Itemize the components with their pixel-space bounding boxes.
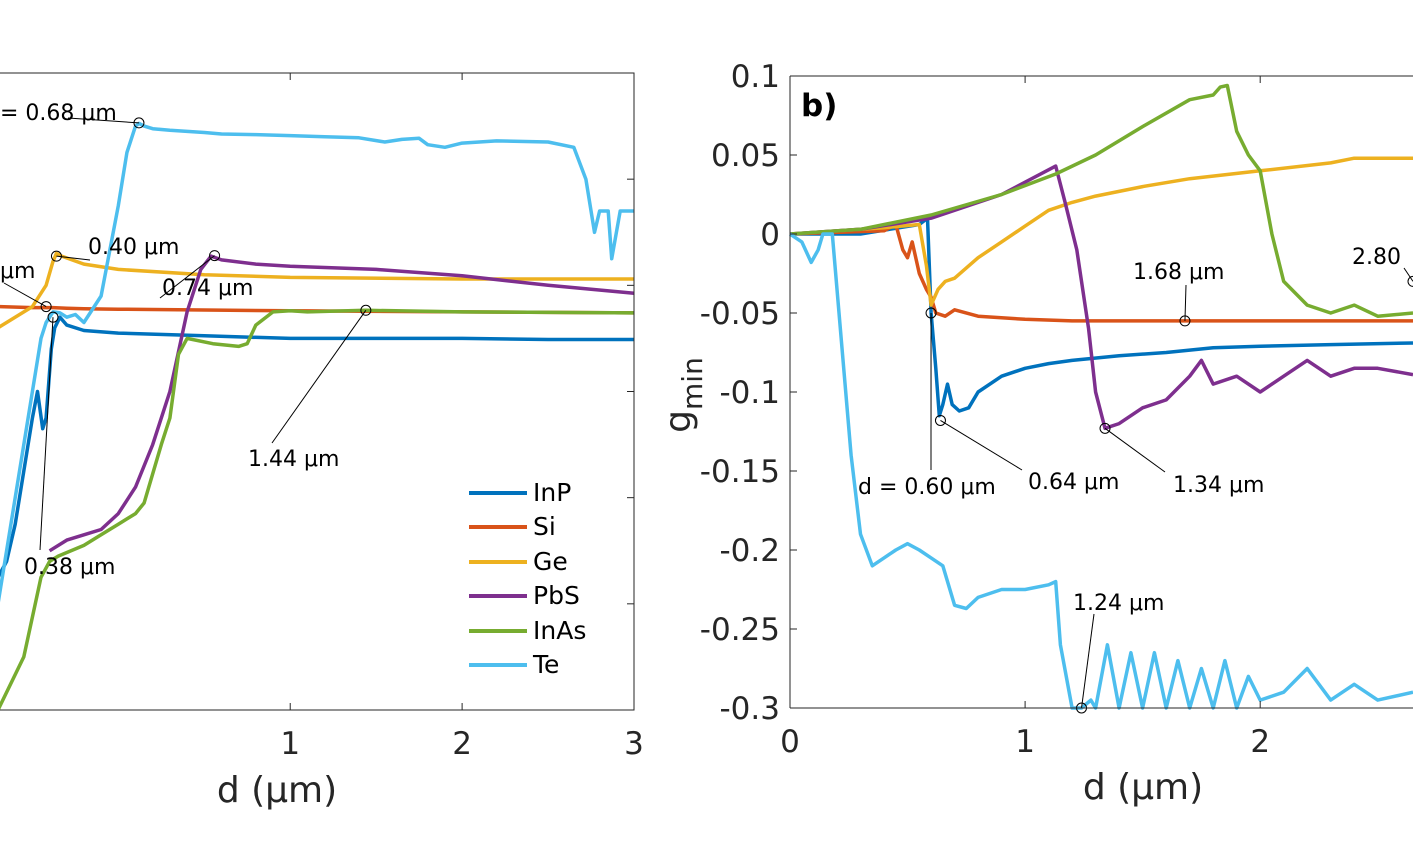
panel-a-annotation-marker-3 (40, 301, 52, 313)
panel-b-annotation-leader-5 (1403, 267, 1413, 282)
legend-label-inas: InAs (533, 616, 586, 645)
panel-a-series-pbs (48, 254, 635, 553)
panel-a-annotation-label-2: 0.40 μm (88, 235, 179, 260)
panel-a-x-tick-label-2: 2 (452, 726, 472, 762)
panel-a-series-ge (0, 251, 634, 329)
panel-a-annotation-leader-6 (39, 317, 54, 551)
panel-b-annotation-leader-4 (1184, 284, 1187, 321)
panel-b-annotation-label-4: 1.68 μm (1133, 260, 1224, 285)
panel-b-x-tick-label-1: 1 (1015, 724, 1035, 760)
panel-a-annotation-label-4: 0.74 μm (162, 276, 253, 301)
panel-b-y-label-main: gmin (658, 357, 709, 433)
legend-label-inp: InP (533, 478, 571, 507)
panel-b-annotation-label-3: 1.34 μm (1173, 473, 1264, 498)
panel-b-annotation-label-5: 2.80 (1352, 245, 1401, 270)
panel-a-annotation-leader-5 (271, 309, 367, 444)
legend-label-si: Si (533, 512, 556, 541)
panel-a-annotation-marker-5 (360, 304, 372, 316)
panel-a-annotation-marker-4 (209, 250, 221, 262)
panel-b-annotation-leader-3 (1104, 427, 1166, 473)
panel-b-y-tick-label-5: -0.1 (720, 375, 781, 411)
panel-a-annotation-label-3: μm (0, 259, 35, 284)
panel-b-annotation-marker-4 (1179, 315, 1191, 327)
panel-b: d = 0.60 μm 0.64 μm 1.34 μm 1.68 μm 2.80 1.24… (658, 59, 1413, 808)
panel-b-annotation-leader-2 (940, 420, 1023, 471)
panel-b-series-te (789, 232, 1413, 710)
legend: InP Si Ge PbS InAs Te (469, 478, 586, 679)
panel-a-annotation-label-5: 1.44 μm (248, 447, 339, 472)
panel-a-annotation-marker-6 (47, 311, 59, 323)
panel-b-annotation-label-1: d = 0.60 μm (858, 475, 996, 500)
panel-a-annotation-label-1: = 0.68 μm (0, 101, 117, 126)
panel-b-annotations: d = 0.60 μm 0.64 μm 1.34 μm 1.68 μm 2.80 1.24… (858, 245, 1413, 714)
panel-a-x-tick-label-3: 3 (624, 726, 644, 762)
panel-b-y-tick-label-9: -0.3 (720, 691, 781, 727)
panel-a-annotation-marker-1 (133, 117, 145, 129)
panel-b-annotation-marker-2 (934, 414, 946, 426)
panel-b-x-ticks: 0 1 2 (780, 76, 1270, 760)
panel-b-y-tick-label-1: 0.1 (731, 59, 780, 95)
panel-b-series-ge (789, 156, 1413, 307)
legend-label-te: Te (532, 650, 559, 679)
panel-a-annotation-label-6: 0.38 μm (24, 555, 115, 580)
panel-b-y-label: gmin (658, 357, 709, 433)
panel-b-series-pbs (789, 164, 1413, 431)
panel-b-x-label: d (μm) (1083, 767, 1203, 808)
panel-a-x-ticks: 1 2 3 (280, 73, 644, 762)
panel-b-y-ticks: 0.1 0.05 0 -0.05 -0.1 -0.15 -0.2 -0.25 -0.3 (700, 59, 797, 727)
panel-b-annotation-marker-5 (1407, 275, 1413, 287)
panel-a-series-inp (0, 315, 634, 578)
panel-a-x-label: d (μm) (217, 770, 337, 811)
panel-a-series-inas (0, 308, 635, 710)
panel-b-x-tick-label-2: 2 (1250, 724, 1270, 760)
panel-b-y-tick-label-6: -0.15 (700, 454, 780, 490)
panel-a-annotation-leader-4 (159, 255, 215, 299)
panel-b-annotation-leader-6 (1081, 613, 1095, 709)
panel-b-series (789, 83, 1413, 710)
panel-a-annotation-leader-1 (67, 117, 139, 124)
panel-b-plot-area (790, 76, 1413, 708)
panel-b-y-tick-label-4: -0.05 (700, 296, 780, 332)
panel-b-series-inas (789, 83, 1413, 318)
panel-a-annotation-leader-2 (56, 255, 91, 261)
panel-b-y-tick-label-2: 0.05 (711, 138, 780, 174)
panel-a-right-ticks (627, 178, 634, 605)
panel-a-annotation-leader-3 (3, 282, 47, 308)
legend-label-ge: Ge (533, 547, 568, 576)
panel-b-y-tick-label-3: 0 (760, 217, 780, 253)
panel-a-annotation-marker-2 (50, 250, 62, 262)
panel-a-plot-area (0, 73, 634, 710)
panel-b-annotation-marker-3 (1099, 422, 1111, 434)
panel-b-y-tick-label-7: -0.2 (720, 533, 781, 569)
panel-a-annotations: = 0.68 μm 0.40 μm μm 0.74 μm 1.44 μm 0.38 μm (0, 101, 372, 580)
panel-b-annotation-marker-1 (925, 307, 937, 319)
panel-b-x-tick-label-0: 0 (780, 724, 800, 760)
legend-label-pbs: PbS (533, 581, 580, 610)
panel-b-annotation-label-6: 1.24 μm (1073, 591, 1164, 616)
panel-b-title: b) (801, 88, 837, 124)
panel-a-x-tick-label-1: 1 (280, 726, 300, 762)
panel-a-series (0, 121, 635, 710)
panel-a-series-te (0, 121, 634, 603)
panel-b-annotation-label-2: 0.64 μm (1028, 470, 1119, 495)
panel-b-y-tick-label-8: -0.25 (700, 612, 780, 648)
